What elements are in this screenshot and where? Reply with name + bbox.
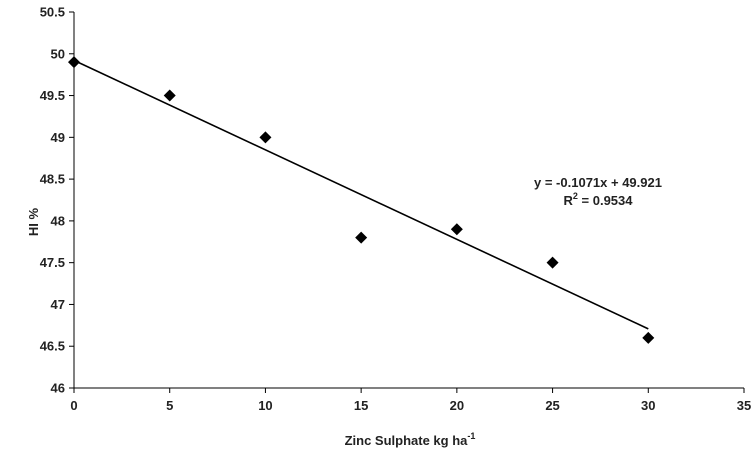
x-tick-label: 20: [450, 398, 464, 413]
data-point-diamond: [642, 331, 655, 344]
y-tick-label: 47: [51, 297, 65, 312]
x-tick-label: 10: [258, 398, 272, 413]
y-tick-label: 46: [51, 381, 65, 396]
y-tick-label: 50.5: [40, 5, 65, 20]
data-point-diamond: [68, 56, 80, 69]
axes: [69, 11, 745, 393]
x-axis-label-sup: -1: [467, 431, 475, 441]
data-point-diamond: [163, 89, 176, 102]
y-tick-label: 48.5: [40, 172, 65, 187]
data-point-diamond: [259, 131, 272, 144]
equation-annotation: y = -0.1071x + 49.921: [534, 175, 662, 190]
x-axis-label-text: Zinc Sulphate kg ha: [345, 433, 469, 448]
data-points: [68, 56, 655, 344]
trendline: [73, 59, 649, 330]
r-squared-annotation: R2 = 0.9534: [564, 191, 634, 208]
x-tick-label: 30: [641, 398, 655, 413]
data-point-diamond: [546, 256, 559, 269]
y-tick-label: 49.5: [40, 88, 65, 103]
y-tick-label: 46.5: [40, 339, 65, 354]
data-point-diamond: [450, 223, 463, 236]
r-squared-suffix: = 0.9534: [578, 193, 633, 208]
x-tick-label: 5: [166, 398, 173, 413]
y-tick-label: 48: [51, 213, 65, 228]
y-tick-label: 50: [51, 46, 65, 61]
y-tick-label: 49: [51, 130, 65, 145]
r-squared-prefix: R: [564, 193, 574, 208]
x-axis-label: Zinc Sulphate kg ha-1: [345, 431, 476, 448]
x-tick-label: 25: [545, 398, 559, 413]
data-point-diamond: [355, 231, 368, 244]
x-tick-label: 15: [354, 398, 368, 413]
x-tick-label: 0: [70, 398, 77, 413]
x-tick-label: 35: [737, 398, 751, 413]
r-squared-sup: 2: [573, 191, 578, 201]
y-tick-label: 47.5: [40, 255, 65, 270]
trendline-group: [73, 59, 649, 330]
y-axis-label: HI %: [26, 207, 41, 236]
tick-labels: 46 46.5 47 47.5 48 48.5 49 49.5 50 50.5 0 5 10 15 20 25…: [40, 5, 752, 414]
